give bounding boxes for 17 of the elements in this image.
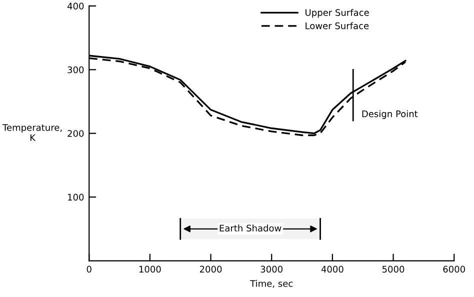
x-tick-label: 5000 — [382, 266, 404, 273]
x-axis-title: Time, sec — [250, 280, 293, 288]
y-axis-title: Temperature, K — [2, 124, 62, 141]
y-tick-label: 300 — [68, 66, 84, 74]
x-tick-label: 6000 — [443, 266, 465, 273]
x-tick-label: 1000 — [139, 266, 161, 273]
legend-label: Upper Surface — [306, 8, 369, 18]
x-tick-label: 4000 — [321, 266, 344, 273]
x-tick-label: 2000 — [200, 266, 222, 273]
band-label: Earth Shadow — [220, 224, 282, 232]
y-tick-label: 200 — [68, 130, 84, 137]
y-tick-label: 400 — [67, 2, 84, 10]
x-tick-label: 0 — [86, 266, 92, 273]
y-tick-label: 100 — [68, 194, 84, 201]
annotation: Design Point — [362, 110, 418, 119]
legend-label: Lower Surface — [306, 22, 369, 30]
x-tick-label: 3000 — [260, 266, 282, 273]
